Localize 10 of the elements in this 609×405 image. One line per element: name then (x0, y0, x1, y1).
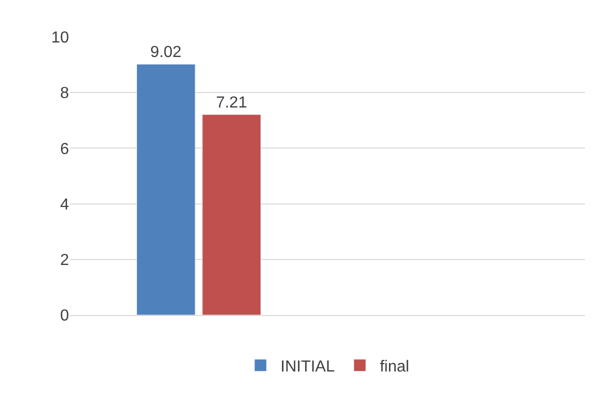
y-tick-label: 0 (60, 308, 70, 325)
legend-label: final (380, 358, 410, 376)
y-tick-label: 2 (60, 252, 70, 269)
y-tick-label: 4 (60, 196, 70, 214)
legend-label: INITIAL (280, 358, 335, 376)
y-tick-label: 6 (60, 140, 70, 158)
data-label: 9.02 (150, 44, 182, 62)
y-tick-label: 8 (60, 85, 70, 102)
y-tick-label: 10 (51, 30, 70, 47)
data-label: 7.21 (216, 94, 248, 112)
